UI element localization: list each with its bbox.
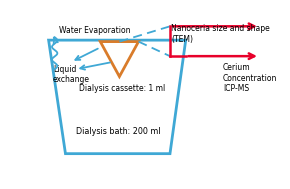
Text: Liquid
exchange: Liquid exchange bbox=[53, 65, 90, 84]
Text: Water Evaporation: Water Evaporation bbox=[59, 26, 130, 35]
Text: Dialysis bath: 200 ml: Dialysis bath: 200 ml bbox=[76, 127, 161, 136]
Text: Cerium
Concentration
ICP-MS: Cerium Concentration ICP-MS bbox=[223, 64, 277, 93]
Text: Nanoceria size and shape
(TEM): Nanoceria size and shape (TEM) bbox=[171, 24, 270, 43]
Text: Dialysis cassette: 1 ml: Dialysis cassette: 1 ml bbox=[79, 84, 165, 93]
